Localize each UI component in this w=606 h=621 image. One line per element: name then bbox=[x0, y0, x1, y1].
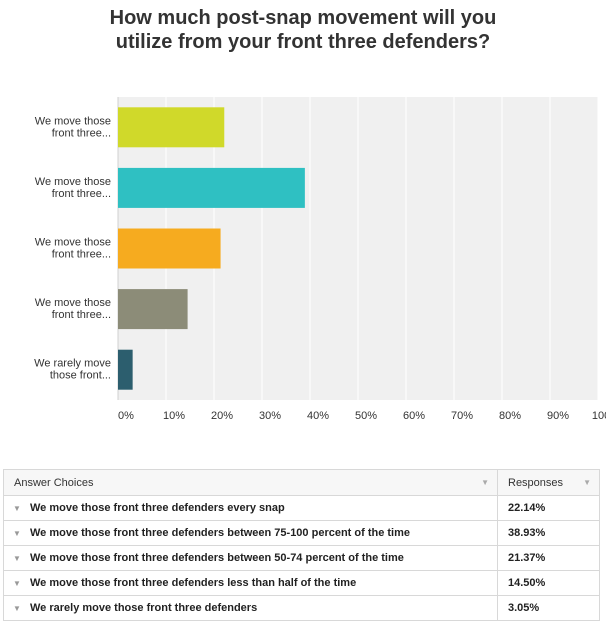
response-percent: 14.50% bbox=[497, 570, 600, 596]
response-percent: 21.37% bbox=[497, 545, 600, 571]
answer-cell: ▼ We move those front three defenders les… bbox=[3, 570, 498, 596]
x-tick-label: 0% bbox=[118, 410, 134, 422]
response-percent: 38.93% bbox=[497, 520, 600, 546]
bar[interactable] bbox=[118, 107, 225, 148]
answer-cell: ▼ We move those front three defenders bet… bbox=[3, 545, 498, 571]
response-percent: 22.14% bbox=[497, 495, 600, 521]
caret-down-icon[interactable]: ▼ bbox=[13, 503, 21, 513]
y-category-label: front three... bbox=[52, 188, 111, 200]
answer-cell: ▼ We rarely move those front three defend… bbox=[3, 595, 498, 621]
table-header-row: Answer Choices ▼ Responses ▼ bbox=[3, 469, 600, 496]
responses-table: Answer Choices ▼ Responses ▼ ▼ We move th… bbox=[3, 469, 600, 621]
table-row: ▼ We move those front three defenders bet… bbox=[3, 520, 600, 546]
table-row: ▼ We move those front three defenders bet… bbox=[3, 545, 600, 571]
response-percent: 3.05% bbox=[497, 595, 600, 621]
x-tick-label: 100% bbox=[592, 410, 606, 422]
y-category-label: front three... bbox=[52, 249, 111, 261]
y-category-label: We move those bbox=[35, 237, 111, 249]
bar-chart: 0% 10% 20% 30% 40% 50% 60% 70% 80% 90% 100% We move… bbox=[34, 97, 606, 422]
y-category-label: We move those bbox=[35, 115, 111, 127]
responses-header-label: Responses bbox=[508, 476, 564, 489]
chart-title: How much post-snap movement will you uti… bbox=[0, 6, 606, 54]
x-tick-label: 10% bbox=[163, 410, 185, 422]
table-row: ▼ We rarely move those front three defend… bbox=[3, 595, 600, 621]
table-row: ▼ We move those front three defenders les… bbox=[3, 570, 600, 596]
answer-cell: ▼ We move those front three defenders bet… bbox=[3, 520, 498, 546]
x-tick-label: 60% bbox=[403, 410, 425, 422]
table-row: ▼ We move those front three defenders eve… bbox=[3, 495, 600, 521]
x-tick-label: 20% bbox=[211, 410, 233, 422]
x-tick-label: 80% bbox=[499, 410, 521, 422]
x-tick-label: 50% bbox=[355, 410, 377, 422]
x-tick-label: 90% bbox=[547, 410, 569, 422]
y-category-label: We move those bbox=[35, 297, 111, 309]
bar[interactable] bbox=[118, 289, 188, 330]
responses-header[interactable]: Responses ▼ bbox=[497, 469, 600, 496]
caret-down-icon[interactable]: ▼ bbox=[481, 478, 489, 487]
caret-down-icon[interactable]: ▼ bbox=[13, 528, 21, 538]
y-category-label: We move those bbox=[35, 176, 111, 188]
bar[interactable] bbox=[118, 167, 305, 208]
bar[interactable] bbox=[118, 228, 221, 269]
answer-choices-header[interactable]: Answer Choices ▼ bbox=[3, 469, 498, 496]
y-category-label: those front... bbox=[50, 370, 111, 382]
answer-text: We rarely move those front three defende… bbox=[30, 602, 258, 615]
y-category-label: front three... bbox=[52, 309, 111, 321]
caret-down-icon[interactable]: ▼ bbox=[13, 578, 21, 588]
caret-down-icon[interactable]: ▼ bbox=[13, 603, 21, 613]
answer-choices-header-label: Answer Choices bbox=[14, 476, 94, 489]
answer-text: We move those front three defenders ever… bbox=[30, 502, 285, 515]
answer-cell: ▼ We move those front three defenders eve… bbox=[3, 495, 498, 521]
answer-text: We move those front three defenders betw… bbox=[30, 552, 404, 565]
bar[interactable] bbox=[118, 349, 133, 390]
chart-title-line-2: utilize from your front three defenders? bbox=[115, 31, 491, 53]
x-tick-label: 30% bbox=[259, 410, 281, 422]
answer-text: We move those front three defenders less… bbox=[30, 577, 357, 590]
x-tick-label: 40% bbox=[307, 410, 329, 422]
caret-down-icon[interactable]: ▼ bbox=[13, 553, 21, 563]
y-category-label: We rarely move bbox=[34, 358, 111, 370]
y-category-label: front three... bbox=[52, 127, 111, 139]
chart-title-line-1: How much post-snap movement will you bbox=[109, 7, 497, 29]
answer-text: We move those front three defenders betw… bbox=[30, 527, 411, 540]
caret-down-icon[interactable]: ▼ bbox=[583, 478, 591, 487]
x-tick-label: 70% bbox=[451, 410, 473, 422]
